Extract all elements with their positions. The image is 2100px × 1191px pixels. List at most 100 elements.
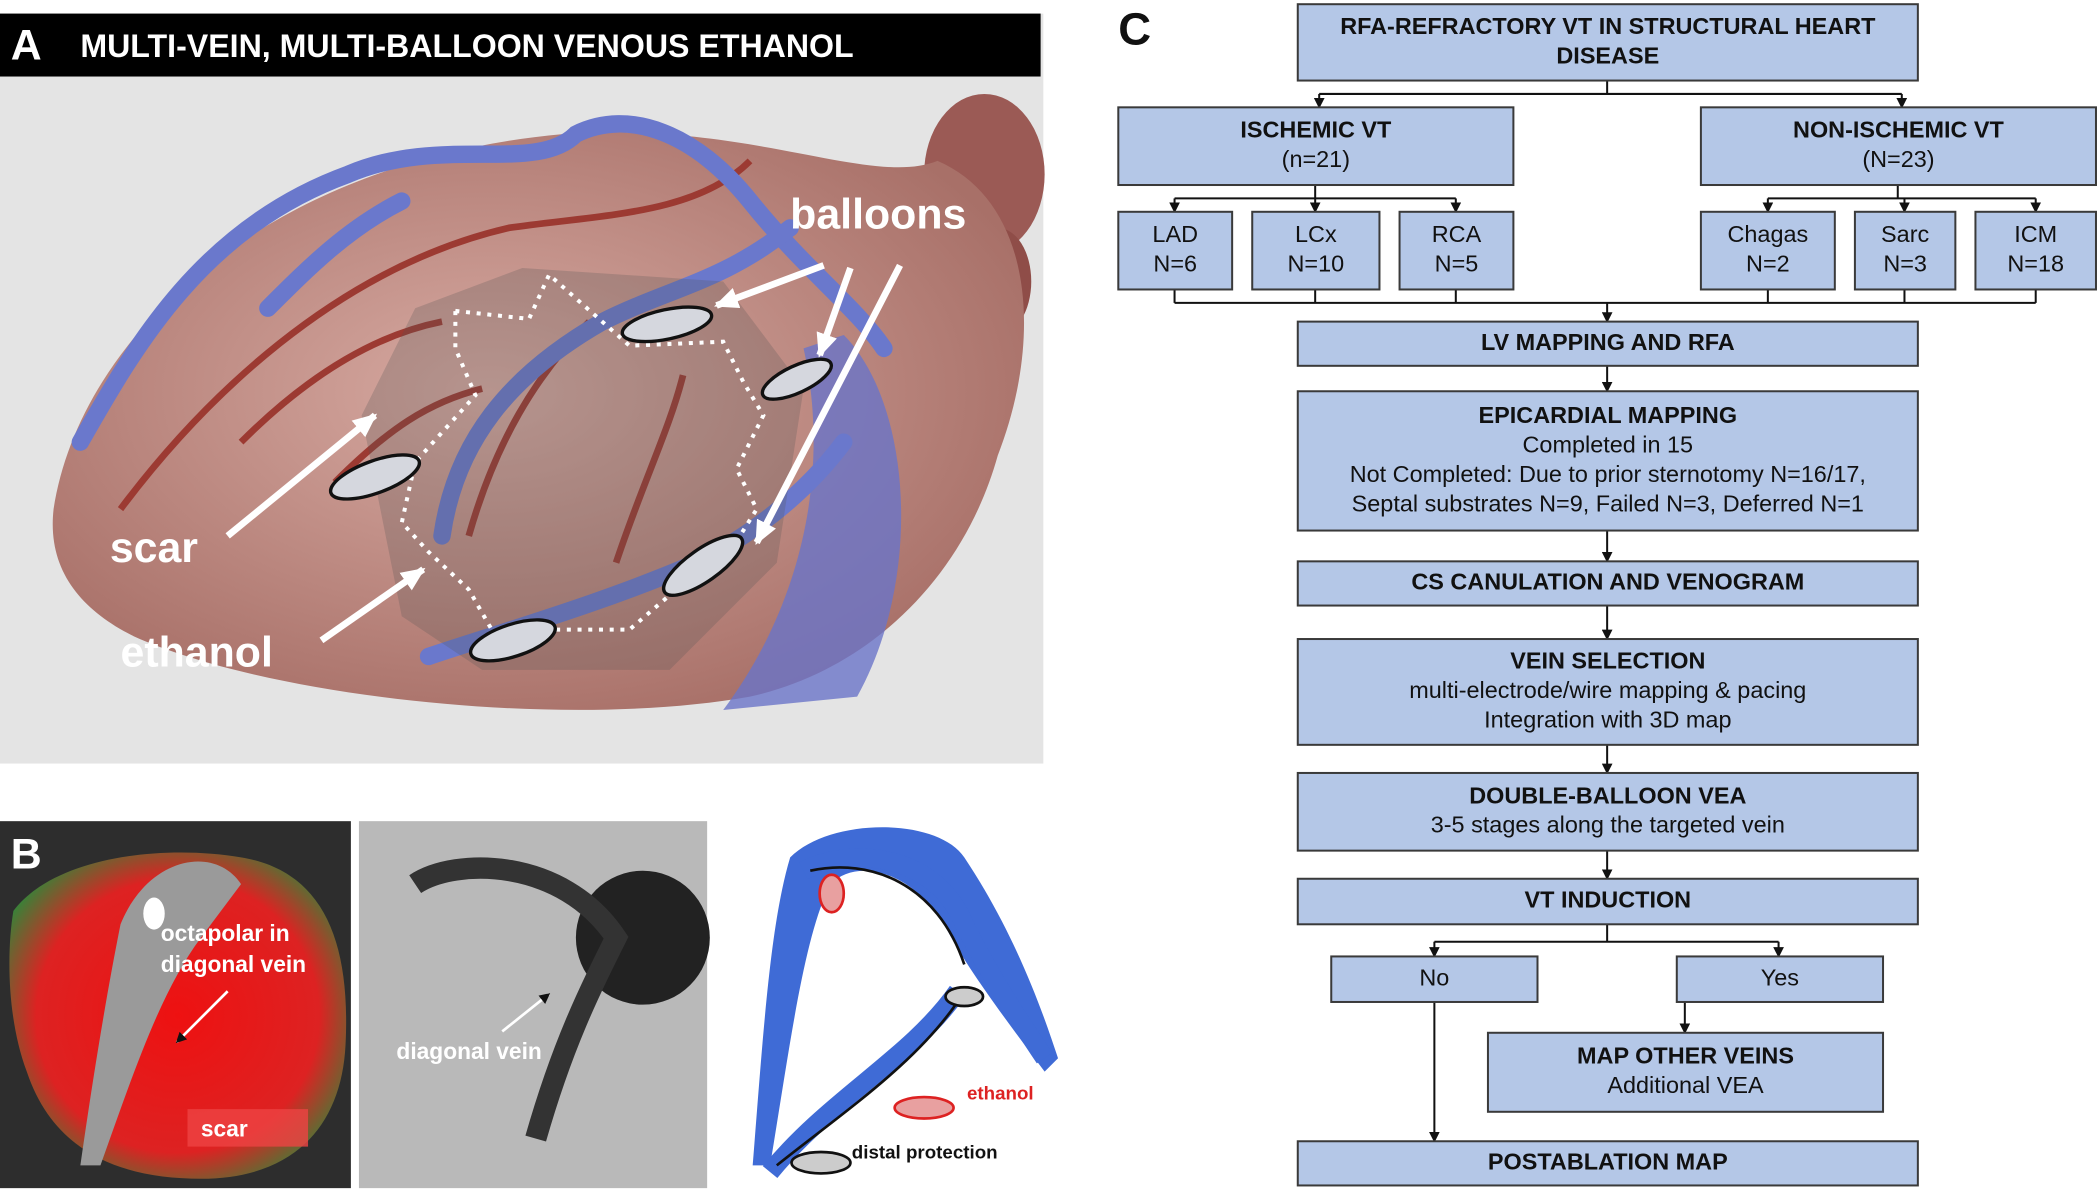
- flow-heading: MAP OTHER VEINS: [1577, 1043, 1794, 1069]
- flow-text: LCx: [1295, 221, 1337, 247]
- flow-text: (N=23): [1862, 146, 1934, 172]
- flow-text: N=18: [2007, 251, 2064, 277]
- flow-text: N=2: [1746, 251, 1790, 277]
- annotation: balloons: [790, 190, 966, 238]
- flow-node: RCA N=5: [1398, 210, 1515, 291]
- flow-box: [1974, 210, 2097, 291]
- flow-node: LAD N=6: [1117, 210, 1234, 291]
- flow-box: [1296, 390, 1919, 532]
- flow-node: Yes: [1675, 955, 1885, 1003]
- flow-heading: DISEASE: [1556, 42, 1659, 68]
- flow-text: Additional VEA: [1607, 1072, 1764, 1098]
- flow-text: Yes: [1761, 964, 1799, 990]
- flow-node: POSTABLATION MAP: [1296, 1140, 1919, 1187]
- flow-box: [1117, 106, 1515, 187]
- title-bar: [0, 13, 1041, 77]
- panel-label: A: [11, 22, 42, 70]
- ethanol-balloon: [818, 873, 846, 914]
- balloons: [328, 305, 834, 663]
- annotation: ethanol: [121, 628, 273, 676]
- vein-branch: [762, 848, 1053, 1179]
- flow-text: 3-5 stages along the targeted vein: [1431, 812, 1785, 838]
- flow-box: [1486, 1031, 1885, 1113]
- flow-box: [1296, 3, 1919, 82]
- flow-box: [1330, 955, 1539, 1003]
- flow-heading: VT INDUCTION: [1525, 887, 1692, 913]
- flow-node: ISCHEMIC VT (n=21): [1117, 106, 1515, 187]
- flow-node: EPICARDIAL MAPPING Completed in 15 Not Com…: [1296, 390, 1919, 532]
- panel-label: C: [1118, 3, 1151, 54]
- flow-box: [1296, 638, 1919, 746]
- panel-a: A MULTI-VEIN, MULTI-BALLOON VENOUS ETHAN…: [0, 13, 1045, 764]
- flow-heading: VEIN SELECTION: [1510, 648, 1705, 674]
- map-label: diagonal vein: [161, 951, 306, 977]
- flow-node: NON-ISCHEMIC VT (N=23): [1699, 106, 2097, 187]
- flow-heading: EPICARDIAL MAPPING: [1479, 402, 1738, 428]
- flow-heading: CS CANULATION AND VENOGRAM: [1411, 569, 1804, 595]
- scar-label-bg: [187, 1109, 309, 1147]
- flow-node: LCx N=10: [1251, 210, 1381, 291]
- flow-box: [1675, 955, 1885, 1003]
- flow-text: Septal substrates N=9, Failed N=3, Defer…: [1352, 490, 1864, 516]
- flow-heading: DOUBLE-BALLOON VEA: [1469, 782, 1746, 808]
- flow-heading: LV MAPPING AND RFA: [1481, 329, 1735, 355]
- flow-node: MAP OTHER VEINS Additional VEA: [1486, 1031, 1885, 1113]
- flow-text: Completed in 15: [1523, 431, 1694, 457]
- great-vein: [723, 335, 902, 711]
- flow-box: [1296, 771, 1919, 852]
- vein-schematic: [752, 827, 1059, 1166]
- flow-box: [1296, 560, 1919, 607]
- fluoro-arrow: [501, 992, 551, 1033]
- panel-c: C RFA-REFRACTORY VT IN STRUCTURAL HEART D…: [1117, 3, 2097, 1187]
- vein-shadow: [80, 861, 242, 1166]
- flow-text: LAD: [1152, 221, 1198, 247]
- flow-text: RCA: [1432, 221, 1482, 247]
- panel-label: B: [11, 831, 42, 879]
- flow-node: CS CANULATION AND VENOGRAM: [1296, 560, 1919, 607]
- flow-text: Not Completed: Due to prior sternotomy N…: [1350, 461, 1866, 487]
- flow-heading: RFA-REFRACTORY VT IN STRUCTURAL HEART: [1340, 13, 1876, 39]
- flow-box: [1251, 210, 1381, 291]
- arteries: [117, 158, 753, 564]
- legend-label: ethanol: [967, 1082, 1034, 1103]
- flow-box: [1117, 210, 1234, 291]
- protection-balloon: [944, 985, 985, 1008]
- fluoro-label: diagonal vein: [396, 1038, 541, 1064]
- flow-text: No: [1419, 964, 1449, 990]
- flow-box: [1699, 210, 1836, 291]
- legend-label: distal protection: [852, 1141, 998, 1162]
- flow-heading: NON-ISCHEMIC VT: [1793, 117, 2004, 143]
- flow-node: DOUBLE-BALLOON VEA 3-5 stages along the t…: [1296, 771, 1919, 852]
- legend-protection: [790, 1150, 852, 1175]
- panel-title: MULTI-VEIN, MULTI-BALLOON VENOUS ETHANOL: [80, 28, 853, 64]
- flow-node: VT INDUCTION: [1296, 877, 1919, 926]
- annotation-arrows: [225, 262, 903, 644]
- wire: [775, 866, 966, 1167]
- flow-text: ICM: [2014, 221, 2057, 247]
- flow-node: LV MAPPING AND RFA: [1296, 320, 1919, 367]
- panel-b: B octapolar in diagonal vein scar diagon…: [0, 821, 1059, 1189]
- flow-text: Sarc: [1881, 221, 1929, 247]
- flow-box: [1699, 106, 2097, 187]
- flow-node: Sarc N=3: [1853, 210, 1957, 291]
- flow-box: [1853, 210, 1957, 291]
- flow-box: [1296, 1140, 1919, 1187]
- flow-node: ICM N=18: [1974, 210, 2097, 291]
- flow-box: [1398, 210, 1515, 291]
- flow-text: N=3: [1883, 251, 1927, 277]
- flow-text: (n=21): [1282, 146, 1350, 172]
- flow-text: N=10: [1288, 251, 1345, 277]
- flow-text: Chagas: [1727, 221, 1808, 247]
- flow-node: No: [1330, 955, 1539, 1003]
- annotation: scar: [110, 524, 198, 572]
- ethanol-outline: [399, 271, 766, 639]
- flow-text: Integration with 3D map: [1484, 707, 1731, 733]
- flow-node: VEIN SELECTION multi-electrode/wire mappi…: [1296, 638, 1919, 746]
- flow-heading: POSTABLATION MAP: [1488, 1149, 1728, 1175]
- flow-node: Chagas N=2: [1699, 210, 1836, 291]
- fluoro-vein: [409, 857, 629, 1142]
- catheter-tip: [143, 897, 165, 930]
- flow-node: RFA-REFRACTORY VT IN STRUCTURAL HEART DIS…: [1296, 3, 1919, 82]
- flow-box: [1296, 877, 1919, 926]
